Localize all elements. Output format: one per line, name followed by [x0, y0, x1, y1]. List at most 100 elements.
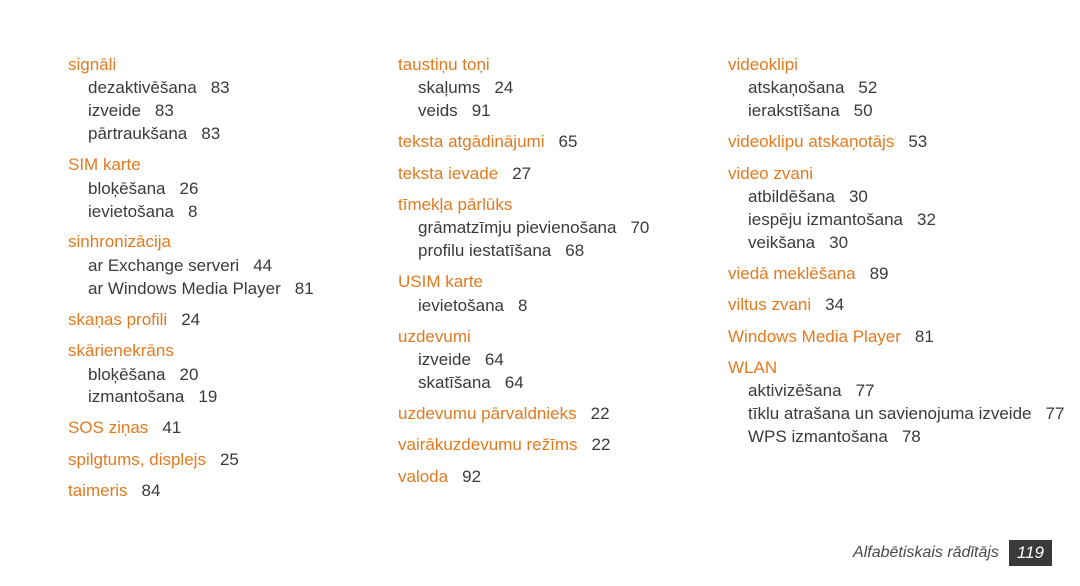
index-page-ref: 8 — [188, 202, 197, 221]
index-page-ref: 89 — [870, 264, 889, 283]
index-subentry: tīklu atrašana un savienojuma izveide 77 — [728, 403, 1068, 426]
index-heading: vairākuzdevumu režīms 22 — [398, 435, 728, 455]
index-subentry-text: tīklu atrašana un savienojuma izveide — [748, 404, 1032, 423]
index-heading: WLAN — [728, 358, 1068, 378]
index-page-ref: 83 — [155, 101, 174, 120]
index-page-ref: 64 — [505, 373, 524, 392]
index-heading: video zvani — [728, 164, 1068, 184]
index-heading-text: USIM karte — [398, 272, 483, 291]
index-page-ref: 30 — [849, 187, 868, 206]
index-heading: viedā meklēšana 89 — [728, 264, 1068, 284]
index-page-ref: 77 — [856, 381, 875, 400]
index-page-ref: 24 — [181, 310, 200, 329]
index-page-ref: 25 — [220, 450, 239, 469]
index-subentry-text: ievietošana — [88, 202, 174, 221]
index-heading-text: uzdevumu pārvaldnieks — [398, 404, 577, 423]
index-page-ref: 83 — [211, 78, 230, 97]
index-page-ref: 77 — [1046, 404, 1065, 423]
index-page-ref: 24 — [494, 78, 513, 97]
index-heading-text: signāli — [68, 55, 116, 74]
index-subentry-text: profilu iestatīšana — [418, 241, 551, 260]
index-page-ref: 20 — [180, 365, 199, 384]
index-heading-text: videoklipu atskaņotājs — [728, 132, 894, 151]
index-page-ref: 65 — [558, 132, 577, 151]
index-subentry: bloķēšana26 — [68, 178, 398, 201]
index-subentry: veids 91 — [398, 100, 728, 123]
index-column-1: signālidezaktivēšana83izveide83pārtraukš… — [68, 55, 398, 504]
index-heading: tīmekļa pārlūks — [398, 195, 728, 215]
index-subentry: izveide64 — [398, 349, 728, 372]
index-page-ref: 41 — [162, 418, 181, 437]
index-page-ref: 68 — [565, 241, 584, 260]
index-subentry: ierakstīšana50 — [728, 100, 1068, 123]
index-subentry-text: iespēju izmantošana — [748, 210, 903, 229]
index-page-ref: 30 — [829, 233, 848, 252]
index-subentry: ar Exchange serveri44 — [68, 255, 398, 278]
index-heading: SOS ziņas 41 — [68, 418, 398, 438]
index-subentry-text: atbildēšana — [748, 187, 835, 206]
index-heading-text: tīmekļa pārlūks — [398, 195, 512, 214]
index-heading: SIM karte — [68, 155, 398, 175]
index-subentry-text: veids — [418, 101, 458, 120]
index-heading-text: spilgtums, displejs — [68, 450, 206, 469]
index-subentry-text: ar Windows Media Player — [88, 279, 281, 298]
index-heading: taimeris84 — [68, 481, 398, 501]
index-heading: teksta atgādinājumi 65 — [398, 132, 728, 152]
index-heading: taustiņu toņi — [398, 55, 728, 75]
index-subentry: dezaktivēšana 83 — [68, 77, 398, 100]
index-heading-text: SIM karte — [68, 155, 141, 174]
index-column-2: taustiņu toņiskaļums24veids91teksta atgā… — [398, 55, 728, 504]
index-heading: skaņas profili 24 — [68, 310, 398, 330]
index-heading: teksta ievade27 — [398, 164, 728, 184]
index-heading-text: vairākuzdevumu režīms — [398, 435, 578, 454]
index-heading: uzdevumi — [398, 327, 728, 347]
index-page-ref: 78 — [902, 427, 921, 446]
index-heading-text: taustiņu toņi — [398, 55, 490, 74]
index-subentry-text: atskaņošana — [748, 78, 844, 97]
index-heading: viltus zvani 34 — [728, 295, 1068, 315]
index-heading-text: video zvani — [728, 164, 813, 183]
index-heading-text: viltus zvani — [728, 295, 811, 314]
index-page-ref: 34 — [825, 295, 844, 314]
index-subentry-text: aktivizēšana — [748, 381, 842, 400]
index-heading-text: teksta atgādinājumi — [398, 132, 544, 151]
index-page-ref: 92 — [462, 467, 481, 486]
index-subentry: ievietošana 8 — [68, 201, 398, 224]
index-subentry: ar Windows Media Player 81 — [68, 278, 398, 301]
footer-page-number: 119 — [1009, 540, 1052, 566]
index-subentry-text: izveide — [418, 350, 471, 369]
index-subentry: izmantošana19 — [68, 386, 398, 409]
index-page-ref: 19 — [198, 387, 217, 406]
index-heading-text: Windows Media Player — [728, 327, 901, 346]
index-heading-text: teksta ievade — [398, 164, 498, 183]
index-page-ref: 22 — [592, 435, 611, 454]
index-heading: uzdevumu pārvaldnieks 22 — [398, 404, 728, 424]
index-page-ref: 26 — [180, 179, 199, 198]
index-page-ref: 52 — [858, 78, 877, 97]
index-page-ref: 81 — [295, 279, 314, 298]
index-page-ref: 22 — [591, 404, 610, 423]
index-heading-text: WLAN — [728, 358, 777, 377]
index-heading-text: SOS ziņas — [68, 418, 148, 437]
index-heading: videoklipi — [728, 55, 1068, 75]
index-heading: videoklipu atskaņotājs53 — [728, 132, 1068, 152]
index-subentry-text: pārtraukšana — [88, 124, 187, 143]
index-subentry-text: dezaktivēšana — [88, 78, 197, 97]
index-heading-text: uzdevumi — [398, 327, 471, 346]
index-heading-text: skaņas profili — [68, 310, 167, 329]
index-subentry: skatīšana64 — [398, 372, 728, 395]
index-subentry: veikšana 30 — [728, 232, 1068, 255]
index-subentry: grāmatzīmju pievienošana70 — [398, 217, 728, 240]
index-column-3: videoklipi atskaņošana 52 ierakstīšana50 vid… — [728, 55, 1068, 504]
index-heading: skārienekrāns — [68, 341, 398, 361]
index-subentry: atbildēšana 30 — [728, 186, 1068, 209]
index-heading-text: videoklipi — [728, 55, 798, 74]
index-page-ref: 91 — [472, 101, 491, 120]
index-heading-text: viedā meklēšana — [728, 264, 856, 283]
index-heading-text: taimeris — [68, 481, 128, 500]
footer-label: Alfabētiskais rādītājs — [853, 544, 999, 562]
index-subentry-text: veikšana — [748, 233, 815, 252]
index-heading-text: valoda — [398, 467, 448, 486]
index-page-ref: 70 — [630, 218, 649, 237]
index-heading: signāli — [68, 55, 398, 75]
